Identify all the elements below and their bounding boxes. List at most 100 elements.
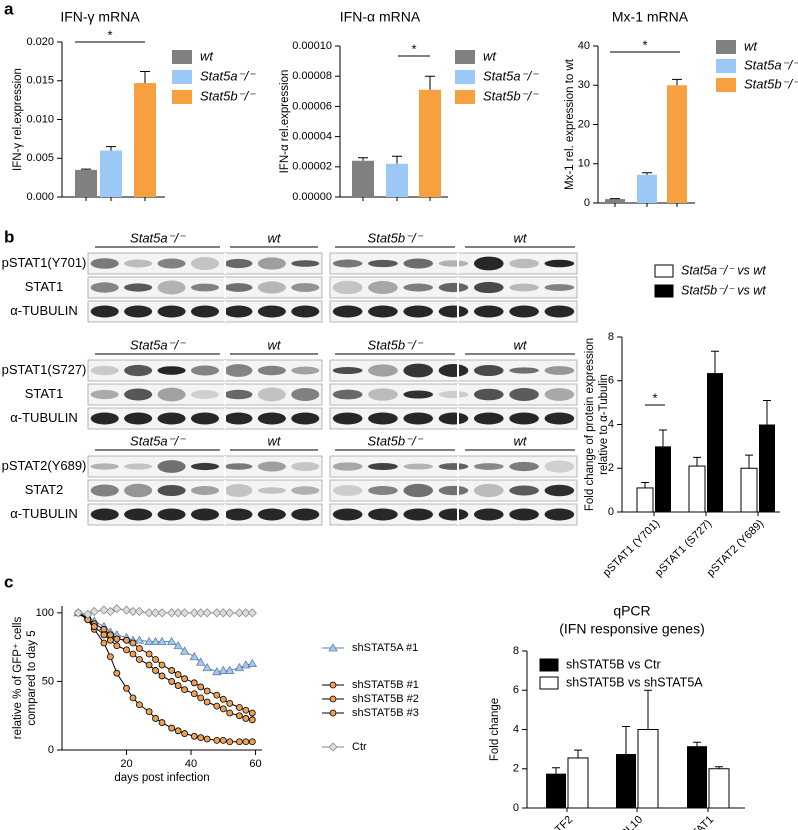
data-point xyxy=(242,715,250,722)
data-point xyxy=(90,623,98,630)
error-bar xyxy=(711,350,719,374)
data-point xyxy=(248,716,256,724)
blot-band xyxy=(257,508,286,521)
blot-band xyxy=(124,483,153,498)
error-bar xyxy=(552,767,560,774)
bar xyxy=(134,83,156,197)
data-point xyxy=(213,702,221,710)
bar xyxy=(419,89,441,197)
legend-marker xyxy=(329,695,337,703)
blot-band xyxy=(544,284,575,291)
data-point xyxy=(173,640,183,650)
data-point xyxy=(242,738,250,746)
blot-band xyxy=(157,305,186,318)
blot-band xyxy=(291,508,320,521)
data-point xyxy=(212,667,222,676)
legend-label: wt xyxy=(744,38,758,53)
bar xyxy=(688,465,706,513)
bar xyxy=(637,174,657,203)
error-bar xyxy=(693,741,701,747)
chart-title: IFN-γ mRNA xyxy=(60,9,140,25)
y-tick-label: 0.010 xyxy=(26,113,54,125)
legend-label: Stat5b⁻/⁻ xyxy=(200,88,256,103)
bar xyxy=(667,85,687,203)
blot-band xyxy=(403,508,434,521)
blot-band xyxy=(190,305,220,318)
legend-label: shSTAT5A #1 xyxy=(352,642,418,654)
blot-band xyxy=(157,508,186,521)
error-bar xyxy=(644,689,652,730)
significance-label: * xyxy=(107,27,112,42)
blot-band xyxy=(124,463,153,470)
bar xyxy=(616,754,636,808)
blot-band xyxy=(438,282,469,293)
blot-band xyxy=(403,363,434,378)
data-point xyxy=(136,656,143,663)
legend-swatch xyxy=(455,50,475,64)
data-point xyxy=(136,645,143,652)
blot-band xyxy=(473,412,504,425)
blot-band xyxy=(368,462,398,471)
blot-band xyxy=(90,463,119,470)
legend-label: shSTAT5B #3 xyxy=(352,707,419,719)
legend-swatch xyxy=(172,70,192,84)
blot-band xyxy=(224,258,253,269)
y-tick-label: 6 xyxy=(513,684,519,696)
x-tick-label: 60 xyxy=(249,758,261,770)
legend-swatch xyxy=(172,90,192,104)
legend-swatch xyxy=(539,658,559,672)
data-point xyxy=(152,667,159,674)
data-point xyxy=(174,682,182,689)
blot-band xyxy=(403,283,434,292)
blot-band xyxy=(124,364,153,377)
data-point xyxy=(121,605,132,615)
legend-swatch xyxy=(716,59,736,73)
x-tick-label: pSTAT2 (Y689) xyxy=(705,518,766,579)
bar xyxy=(100,150,122,197)
data-point xyxy=(203,735,211,743)
blot-band xyxy=(257,412,286,425)
blot-band xyxy=(332,366,363,375)
data-point xyxy=(180,608,190,618)
legend-label: wt xyxy=(200,48,214,63)
blot-band xyxy=(157,258,186,269)
y-tick-label: 2 xyxy=(513,763,519,775)
blot-band xyxy=(544,388,575,401)
data-point xyxy=(144,636,154,646)
blot-band xyxy=(190,365,220,376)
blot-band xyxy=(124,283,153,292)
error-bar xyxy=(672,78,682,86)
data-point xyxy=(203,687,211,695)
data-point xyxy=(136,701,143,709)
blot-header: Stat5a⁻/⁻ xyxy=(130,433,186,448)
blot-band xyxy=(332,485,363,496)
blot-band xyxy=(190,412,220,425)
blot-band xyxy=(544,366,575,375)
bar xyxy=(75,169,97,197)
data-point xyxy=(189,608,199,618)
data-point xyxy=(113,669,121,677)
data-point xyxy=(106,636,114,644)
legend-marker xyxy=(329,681,337,689)
bar xyxy=(740,467,758,513)
data-point xyxy=(196,608,206,618)
blot-band xyxy=(544,259,575,268)
y-tick-label: 40 xyxy=(578,40,590,52)
error-bar xyxy=(763,399,771,425)
blot-band xyxy=(190,508,220,521)
data-point xyxy=(150,636,161,646)
data-point xyxy=(99,605,109,615)
blot-band xyxy=(473,364,504,377)
chart-subtitle: (IFN responsive genes) xyxy=(559,621,705,637)
blot-band xyxy=(257,487,286,494)
blot-band xyxy=(403,463,434,470)
blot-band xyxy=(332,280,363,295)
data-point xyxy=(167,608,177,618)
blot-header: Stat5b⁻/⁻ xyxy=(368,337,424,352)
blot-band xyxy=(509,461,539,472)
blot-band xyxy=(509,283,539,292)
blot-band xyxy=(403,483,434,498)
blot-band xyxy=(90,365,119,376)
blot-band xyxy=(157,280,186,295)
y-axis-label: IFN-α rel.expression xyxy=(279,70,291,174)
